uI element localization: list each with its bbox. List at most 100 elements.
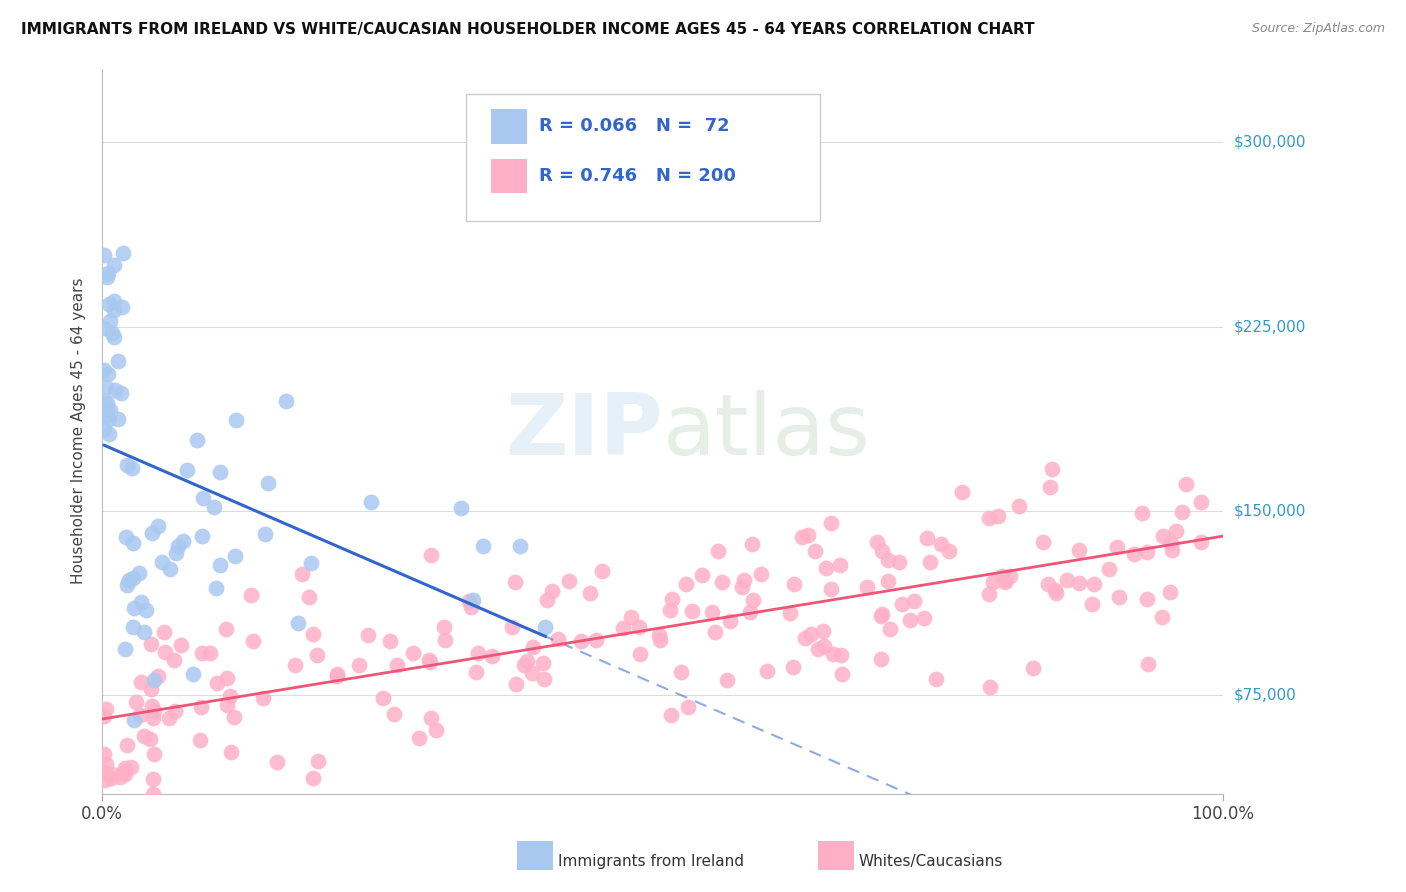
- Point: [163, 704, 186, 718]
- Point: [97, 367, 120, 381]
- Point: [385, 658, 408, 673]
- Text: $150,000: $150,000: [1234, 503, 1306, 518]
- Point: [172, 533, 194, 548]
- Point: [103, 303, 125, 318]
- Point: [112, 765, 135, 780]
- Point: [1067, 542, 1090, 557]
- Point: [558, 574, 581, 588]
- Point: [856, 580, 879, 594]
- Point: [120, 760, 142, 774]
- Point: [132, 624, 155, 639]
- Point: [877, 553, 900, 567]
- Point: [219, 689, 242, 703]
- Point: [122, 620, 145, 634]
- Point: [1039, 480, 1062, 494]
- Point: [1022, 661, 1045, 675]
- Text: atlas: atlas: [662, 390, 870, 473]
- Point: [242, 633, 264, 648]
- Point: [98, 403, 121, 417]
- Text: Whites/Caucasians: Whites/Caucasians: [859, 855, 1002, 869]
- Point: [204, 581, 226, 595]
- Point: [219, 745, 242, 759]
- Point: [815, 561, 838, 575]
- Point: [142, 704, 165, 718]
- Point: [876, 574, 898, 588]
- Point: [139, 732, 162, 747]
- Point: [93, 248, 115, 262]
- Point: [800, 627, 823, 641]
- Point: [1171, 505, 1194, 519]
- Point: [420, 711, 443, 725]
- Point: [298, 591, 321, 605]
- Point: [794, 631, 817, 645]
- Point: [152, 624, 174, 639]
- Point: [648, 628, 671, 642]
- Point: [224, 710, 246, 724]
- Point: [464, 665, 486, 680]
- Point: [382, 706, 405, 721]
- Point: [1159, 585, 1181, 599]
- Point: [103, 329, 125, 343]
- Point: [950, 485, 973, 500]
- Point: [823, 647, 845, 661]
- Point: [103, 294, 125, 309]
- Point: [402, 647, 425, 661]
- Point: [879, 622, 901, 636]
- Point: [898, 613, 921, 627]
- Point: [513, 658, 536, 673]
- Point: [981, 574, 1004, 589]
- Text: Immigrants from Ireland: Immigrants from Ireland: [558, 855, 744, 869]
- Point: [979, 680, 1001, 694]
- Point: [284, 658, 307, 673]
- Point: [287, 616, 309, 631]
- Point: [1043, 583, 1066, 598]
- Point: [870, 651, 893, 665]
- Point: [938, 544, 960, 558]
- Point: [100, 772, 122, 786]
- Point: [1108, 590, 1130, 604]
- Point: [357, 628, 380, 642]
- Point: [716, 673, 738, 688]
- Point: [266, 756, 288, 770]
- Point: [804, 543, 827, 558]
- Point: [579, 586, 602, 600]
- Point: [872, 544, 894, 558]
- Point: [1045, 586, 1067, 600]
- Point: [190, 700, 212, 714]
- Point: [547, 632, 569, 647]
- Point: [813, 639, 835, 653]
- Point: [93, 422, 115, 436]
- Point: [820, 516, 842, 531]
- Point: [831, 666, 853, 681]
- Point: [302, 626, 325, 640]
- Point: [648, 632, 671, 647]
- Point: [115, 458, 138, 472]
- Point: [125, 695, 148, 709]
- Point: [146, 519, 169, 533]
- Point: [1136, 592, 1159, 607]
- Point: [820, 582, 842, 597]
- Point: [531, 656, 554, 670]
- Point: [141, 526, 163, 541]
- Point: [93, 321, 115, 335]
- Point: [675, 577, 697, 591]
- Text: R = 0.746   N = 200: R = 0.746 N = 200: [540, 167, 737, 185]
- Point: [129, 708, 152, 723]
- Point: [782, 660, 804, 674]
- Point: [93, 363, 115, 377]
- Point: [115, 530, 138, 544]
- Point: [676, 700, 699, 714]
- Point: [925, 672, 948, 686]
- Point: [828, 558, 851, 572]
- Point: [418, 653, 440, 667]
- Point: [1164, 524, 1187, 538]
- Point: [1081, 597, 1104, 611]
- Point: [253, 527, 276, 541]
- Point: [111, 301, 134, 315]
- Point: [520, 665, 543, 680]
- Point: [703, 625, 725, 640]
- Point: [779, 606, 801, 620]
- Point: [257, 475, 280, 490]
- Point: [97, 408, 120, 422]
- Point: [460, 600, 482, 615]
